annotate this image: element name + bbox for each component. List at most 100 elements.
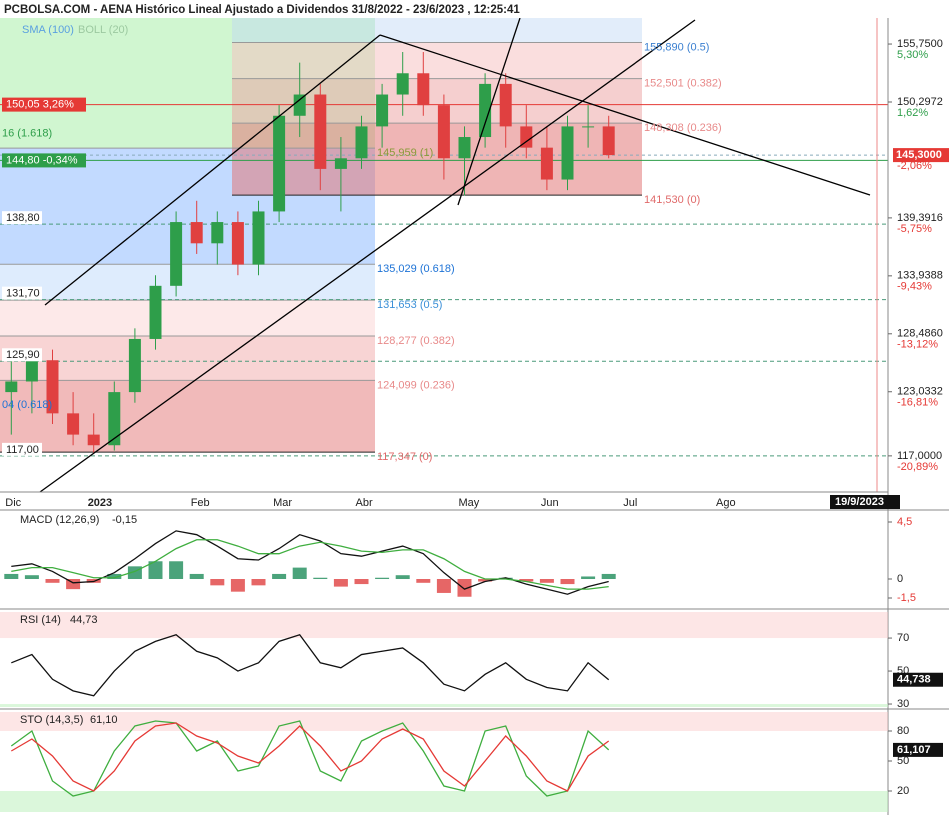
indicator-line <box>11 539 609 590</box>
x-tick-label: Abr <box>356 497 373 509</box>
fib-zone <box>232 18 642 43</box>
indicator-line <box>11 633 610 697</box>
macd-bar <box>313 577 328 580</box>
fib-label: 04 (0.618) <box>2 399 52 411</box>
candle-body <box>520 126 533 148</box>
level-box <box>2 442 42 456</box>
candle-body <box>128 338 141 393</box>
macd-bar <box>24 575 39 580</box>
y-tick-label: 128,4860 <box>897 328 943 340</box>
panel: 80 50 20 STO (14,3,5) 61,10 61,107 <box>0 712 943 812</box>
y-tick-change: -5,75% <box>897 223 932 235</box>
fib-label: 148,308 (0.236) <box>644 122 722 134</box>
indicator-label: SMA (100) <box>22 24 74 36</box>
candle-body <box>273 115 286 212</box>
indicator-label: BOLL (20) <box>78 24 128 36</box>
x-tick-label: May <box>459 497 480 509</box>
candle-body <box>252 211 265 265</box>
last-price-box <box>893 148 949 163</box>
y-tick-label: 0 <box>897 573 903 585</box>
overlay: 145,959 (1) 135,029 (0.618) 131,653 (0.5) 1… <box>2 38 949 509</box>
panel-value: -0,15 <box>112 514 137 526</box>
macd-bar <box>107 573 122 580</box>
chart-title: PCBOLSA.COM - AENA Histórico Lineal Ajus… <box>4 4 520 16</box>
trend-line <box>44 34 381 306</box>
candle-body <box>87 434 100 446</box>
candle-body <box>499 83 512 127</box>
macd-bar <box>375 577 390 580</box>
candle-body <box>190 222 203 244</box>
macd-bar <box>230 579 245 592</box>
overbought-band <box>0 712 888 731</box>
level-label: 150,05 3,26% <box>6 99 74 111</box>
fib-zone <box>0 264 375 301</box>
macd-bar <box>581 576 596 580</box>
y-tick-label: 155,7500 <box>897 38 943 50</box>
last-value-box <box>893 672 943 687</box>
cursor-date: 19/9/2023 <box>835 496 884 508</box>
y-tick-label: 150,2972 <box>897 96 943 108</box>
header-bg <box>0 0 949 18</box>
macd-bar <box>519 579 534 582</box>
oversold-band <box>0 704 888 707</box>
fib-zone <box>0 380 375 453</box>
y-tick-change: -16,81% <box>897 397 938 409</box>
y-tick-label: 50 <box>897 755 909 767</box>
candle-body <box>355 126 368 159</box>
candle-body <box>602 126 615 156</box>
macd-bar <box>436 579 451 593</box>
indicator-line <box>10 720 610 797</box>
macd-bar <box>292 567 307 580</box>
last-change: -2,06% <box>897 160 932 172</box>
candle-body <box>25 360 38 382</box>
candle-body <box>334 158 347 169</box>
level-box <box>2 348 42 362</box>
candle-body <box>293 94 306 116</box>
panel: 4,5 0 -1,5 MACD (12,26,9) -0,15 <box>4 514 916 604</box>
candle-body <box>314 94 327 169</box>
indicator-line <box>10 722 610 792</box>
candle-body <box>582 126 595 128</box>
fib-zones <box>0 18 642 453</box>
lines <box>0 42 888 457</box>
macd-bar <box>210 579 225 586</box>
oversold-band <box>0 791 888 812</box>
fib-zone <box>0 336 375 381</box>
y-tick-label: 30 <box>897 698 909 710</box>
candle-body <box>211 222 224 244</box>
macd-bar <box>601 573 616 580</box>
y-tick-change: 5,30% <box>897 49 928 61</box>
candle-body <box>5 381 18 393</box>
y-tick-label: -1,5 <box>897 592 916 604</box>
trend-line <box>457 17 521 206</box>
x-tick-label: Jun <box>541 497 559 509</box>
candle-body <box>108 392 121 446</box>
y-tick-label: 139,3916 <box>897 212 943 224</box>
macd-bar <box>66 579 81 590</box>
fib-zone <box>232 123 642 196</box>
level-label: 117,00 <box>6 444 39 456</box>
macd-bar <box>354 579 369 585</box>
x-tick-label: Feb <box>191 497 210 509</box>
last-value-box <box>893 742 943 757</box>
y-tick-label: 20 <box>897 785 909 797</box>
candle-body <box>67 413 80 435</box>
macd-bar <box>272 573 287 580</box>
fib-label: 128,277 (0.382) <box>377 335 455 347</box>
level-label: 144,80 -0,34% <box>6 154 78 166</box>
panel-title: STO (14,3,5) <box>20 714 83 726</box>
fib-label: 145,959 (1) <box>377 147 433 159</box>
macd-bar <box>169 561 184 580</box>
macd-bar <box>539 579 554 583</box>
x-tick-label: Dic <box>5 497 21 509</box>
candle-body <box>46 360 59 414</box>
macd-bar <box>189 573 204 580</box>
trend-lines <box>39 17 871 493</box>
fib-label: 155,890 (0.5) <box>644 41 709 53</box>
panel-title: MACD (12,26,9) <box>20 514 99 526</box>
candle-body <box>376 94 389 127</box>
fib-label: 117,347 (0) <box>377 451 432 463</box>
candle-body <box>231 222 244 265</box>
panel-title: RSI (14) <box>20 614 61 626</box>
